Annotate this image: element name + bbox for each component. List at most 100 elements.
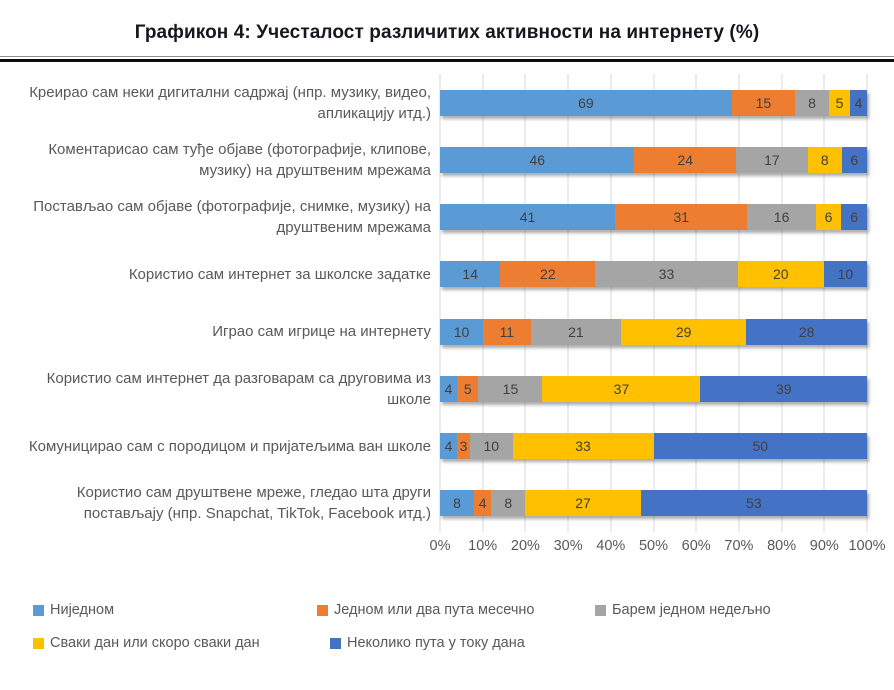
bar-value-label: 4 bbox=[444, 438, 453, 455]
bar-track: 14 22 33 20 10 bbox=[440, 261, 867, 288]
legend-item: Ниједном bbox=[33, 600, 114, 620]
stacked-bar: 14 22 33 20 10 bbox=[440, 261, 867, 288]
bar-segment: 16 bbox=[747, 204, 816, 231]
bar-value-label: 4 bbox=[444, 380, 453, 397]
bar-track: 69 15 8 5 4 bbox=[440, 89, 868, 116]
bar-value-label: 6 bbox=[850, 209, 859, 226]
bar-value-label: 17 bbox=[764, 151, 780, 168]
bar-track: 10 11 21 29 28 bbox=[440, 318, 867, 345]
bar-segment: 37 bbox=[542, 375, 701, 402]
bar-segment: 53 bbox=[640, 490, 867, 517]
bar-value-label: 16 bbox=[773, 209, 790, 226]
bar-value-label: 15 bbox=[502, 380, 519, 397]
bar-segment: 5 bbox=[457, 375, 479, 402]
bar-segment: 33 bbox=[595, 261, 738, 288]
bar-segment: 4 bbox=[850, 89, 868, 116]
legend-marker bbox=[330, 637, 341, 649]
bar-value-label: 53 bbox=[746, 495, 762, 512]
stacked-bar: 46 24 17 8 6 bbox=[440, 146, 867, 173]
divider-thin-line bbox=[0, 56, 894, 57]
x-tick-label: 10% bbox=[468, 538, 498, 554]
bar-value-label: 10 bbox=[837, 266, 854, 283]
bar-value-label: 37 bbox=[613, 380, 630, 397]
bar-value-label: 6 bbox=[824, 209, 833, 226]
bar-segment: 6 bbox=[841, 204, 867, 231]
bar-track: 4 3 10 33 50 bbox=[440, 433, 867, 460]
stacked-bar: 69 15 8 5 4 bbox=[440, 89, 868, 116]
x-tick-label: 20% bbox=[510, 538, 540, 554]
legend-item: Једном или два пута месечно bbox=[317, 600, 534, 620]
bar-segment: 41 bbox=[440, 204, 616, 231]
chart-row: Коментарисао сам туђе објаве (фотографиј… bbox=[0, 131, 867, 188]
gridline bbox=[653, 74, 654, 532]
bar-segment: 8 bbox=[491, 490, 526, 517]
bar-value-label: 31 bbox=[673, 209, 690, 226]
legend-item-label: Једном или два пута месечно bbox=[334, 602, 535, 618]
gridline bbox=[610, 74, 612, 532]
bar-track: 8 4 8 27 53 bbox=[440, 490, 867, 517]
x-tick-label: 60% bbox=[681, 538, 711, 554]
stacked-bar: 10 11 21 29 28 bbox=[440, 318, 867, 345]
gridline bbox=[695, 74, 697, 532]
legend-item-label: Неколико пута у току дана bbox=[347, 635, 525, 651]
x-tick-label: 0% bbox=[429, 538, 451, 554]
bar-segment: 15 bbox=[478, 375, 543, 402]
category-label: Играо сам игрице на интернету bbox=[212, 323, 431, 341]
gridline bbox=[823, 74, 825, 532]
stacked-bar: 4 3 10 33 50 bbox=[440, 433, 867, 460]
stacked-bar: 41 31 16 6 6 bbox=[440, 204, 867, 231]
bar-segment: 8 bbox=[807, 146, 842, 173]
category-label: Комуницирао сам с породицом и пријатељим… bbox=[28, 437, 431, 455]
bar-segment: 6 bbox=[841, 146, 867, 173]
stacked-bar: 4 5 15 37 39 bbox=[440, 375, 867, 402]
chart-row: Играо сам игрице на интернету 10 11 21 29 28 bbox=[0, 303, 867, 360]
bar-segment: 4 bbox=[440, 375, 458, 402]
bar-segment: 15 bbox=[731, 89, 796, 116]
gridline bbox=[439, 74, 441, 532]
chart-row: Креирао сам неки дигитални садржај (нпр.… bbox=[0, 74, 868, 131]
chart-legend: Ниједном Једном или два пута месечно Барем… bbox=[0, 598, 894, 658]
stacked-bar: 8 4 8 27 53 bbox=[440, 490, 867, 517]
page-title: Графикон 4: Учесталост различитих активн… bbox=[134, 22, 760, 43]
category-label: Креирао сам неки дигитални садржај (нпр.… bbox=[29, 83, 431, 122]
legend-item-label: Барем једном недељно bbox=[612, 602, 771, 618]
x-tick-label: 90% bbox=[809, 538, 839, 554]
chart-rows: Креирао сам неки дигитални садржај (нпр.… bbox=[0, 74, 868, 532]
bar-segment: 50 bbox=[653, 433, 867, 460]
x-tick-label: 80% bbox=[767, 538, 797, 554]
x-tick-label: 50% bbox=[638, 538, 669, 554]
category-label: Користио сам друштвене мреже, гледао шта… bbox=[76, 484, 431, 523]
bar-value-label: 8 bbox=[820, 151, 829, 168]
category-label: Користио сам интернет за школске задатке bbox=[128, 265, 431, 283]
bar-segment: 6 bbox=[815, 204, 842, 231]
bar-segment: 14 bbox=[440, 261, 501, 288]
stacked-bar-chart: Креирао сам неки дигитални садржај (нпр.… bbox=[0, 74, 894, 562]
category-label: Постављао сам објаве (фотографије, снимк… bbox=[33, 198, 431, 237]
divider-thick-line bbox=[0, 59, 894, 62]
bar-segment: 24 bbox=[634, 146, 736, 173]
bar-track: 46 24 17 8 6 bbox=[440, 146, 867, 173]
bar-value-label: 41 bbox=[519, 209, 536, 226]
chart-row: Користио сам интернет за школске задатке… bbox=[0, 246, 867, 303]
x-tick-label: 100% bbox=[848, 538, 886, 554]
bar-value-label: 8 bbox=[808, 94, 816, 111]
bar-value-label: 50 bbox=[752, 438, 769, 455]
bar-segment: 31 bbox=[615, 204, 748, 231]
bar-value-label: 8 bbox=[453, 495, 461, 512]
bar-segment: 4 bbox=[474, 490, 492, 517]
bar-value-label: 20 bbox=[772, 266, 789, 283]
bar-segment: 8 bbox=[440, 490, 475, 517]
bar-value-label: 6 bbox=[850, 151, 859, 168]
legend-item: Неколико пута у току дана bbox=[330, 633, 525, 653]
plot-area bbox=[439, 74, 868, 532]
legend-marker bbox=[33, 637, 44, 649]
gridline bbox=[738, 74, 740, 532]
bar-segment: 17 bbox=[735, 146, 808, 173]
bar-segment: 69 bbox=[440, 89, 732, 116]
bar-value-label: 27 bbox=[575, 495, 591, 512]
bar-value-label: 14 bbox=[462, 266, 478, 283]
bar-segment: 46 bbox=[440, 146, 635, 173]
bar-segment: 5 bbox=[828, 89, 851, 116]
bar-segment: 10 bbox=[469, 433, 513, 460]
bar-value-label: 3 bbox=[459, 438, 468, 455]
